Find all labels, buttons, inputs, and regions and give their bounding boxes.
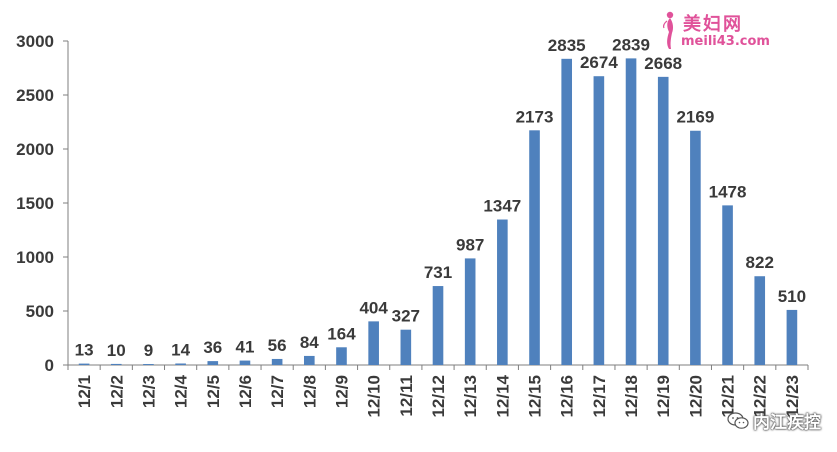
- data-label: 13: [75, 341, 94, 360]
- bar: [786, 309, 798, 365]
- data-label: 2668: [644, 54, 682, 73]
- bar: [368, 321, 379, 365]
- x-tick-label: 12/22: [751, 375, 770, 418]
- data-label: 731: [424, 263, 452, 282]
- bar: [271, 358, 283, 365]
- data-label: 2173: [516, 107, 554, 126]
- x-tick-label: 12/10: [365, 375, 384, 418]
- bar: [657, 76, 669, 365]
- data-label: 1478: [709, 182, 747, 201]
- data-label: 164: [327, 324, 356, 343]
- x-tick-label: 12/19: [654, 375, 673, 418]
- data-label: 2839: [612, 35, 650, 54]
- y-tick-label: 2500: [16, 86, 54, 105]
- bar: [400, 329, 412, 365]
- site-watermark: 美妇网 meili43.com: [661, 10, 779, 54]
- x-tick-label: 12/4: [172, 374, 191, 408]
- data-label: 2674: [580, 53, 618, 72]
- y-tick-label: 1000: [16, 248, 54, 267]
- data-label: 987: [456, 235, 484, 254]
- x-tick-label: 12/12: [429, 375, 448, 418]
- bar: [432, 286, 444, 365]
- data-label: 36: [203, 338, 222, 357]
- x-tick-label: 12/21: [719, 375, 738, 418]
- data-label: 327: [392, 307, 420, 326]
- bar: [529, 130, 540, 365]
- x-tick-label: 12/5: [204, 375, 223, 408]
- x-tick-label: 12/11: [397, 375, 416, 417]
- bar: [722, 205, 733, 365]
- x-tick-label: 12/23: [783, 375, 802, 418]
- bar: [464, 258, 476, 365]
- bar: [303, 355, 315, 365]
- x-tick-label: 12/17: [590, 375, 609, 418]
- x-tick-label: 12/1: [75, 375, 94, 408]
- y-tick-label: 2000: [16, 140, 54, 159]
- source-tag: 内江疾控: [727, 408, 821, 433]
- data-label: 14: [171, 340, 190, 359]
- bar: [175, 363, 186, 365]
- bar: [207, 361, 219, 365]
- x-tick-label: 12/8: [300, 375, 319, 408]
- y-tick-label: 1500: [16, 194, 54, 213]
- data-label: 822: [746, 253, 774, 272]
- data-label: 56: [268, 336, 287, 355]
- data-label: 404: [359, 298, 388, 317]
- bar: [497, 219, 508, 365]
- x-tick-label: 12/15: [526, 375, 545, 418]
- x-tick-label: 12/13: [461, 375, 480, 418]
- source-tag-text: 内江疾控: [753, 413, 821, 433]
- bar: [239, 360, 251, 365]
- x-tick-label: 12/3: [139, 375, 158, 408]
- bar: [110, 363, 122, 365]
- data-label: 41: [235, 338, 254, 357]
- x-tick-label: 12/16: [558, 375, 577, 418]
- watermark-brand: 美妇网: [683, 14, 743, 35]
- data-label: 2169: [676, 108, 714, 127]
- bar: [78, 363, 90, 365]
- x-tick-label: 12/14: [493, 374, 512, 417]
- data-label: 9: [144, 341, 153, 360]
- data-label: 1347: [483, 197, 521, 216]
- x-tick-label: 12/6: [236, 375, 255, 408]
- x-tick-label: 12/9: [332, 375, 351, 408]
- data-label: 2835: [548, 36, 586, 55]
- data-label: 84: [300, 333, 319, 352]
- bar: [593, 76, 605, 365]
- bar: [561, 58, 573, 365]
- y-tick-label: 500: [26, 302, 54, 321]
- y-tick-label: 3000: [16, 32, 54, 51]
- bar: [690, 130, 701, 365]
- watermark-domain: meili43.com: [681, 34, 770, 49]
- bar: [754, 276, 766, 365]
- x-tick-label: 12/18: [622, 375, 641, 418]
- data-label: 10: [107, 341, 126, 360]
- woman-figure-icon: [663, 11, 674, 49]
- bar: [336, 347, 347, 365]
- bar: [143, 364, 154, 365]
- wechat-icon: [727, 411, 749, 429]
- data-label: 510: [778, 287, 806, 306]
- x-tick-label: 12/20: [686, 375, 705, 418]
- x-tick-label: 12/2: [107, 375, 126, 408]
- x-tick-label: 12/7: [268, 375, 287, 408]
- y-tick-label: 0: [45, 356, 54, 375]
- bar: [625, 58, 637, 365]
